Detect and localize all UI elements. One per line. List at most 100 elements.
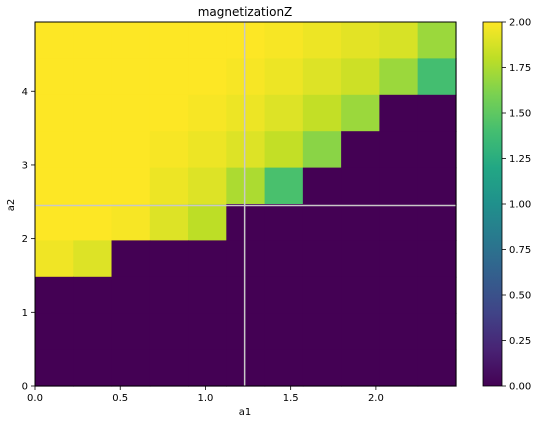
heatmap-cell xyxy=(417,58,457,96)
y-tick-label: 4 xyxy=(22,87,28,98)
heatmap-cell xyxy=(35,204,74,241)
heatmap-cell xyxy=(417,94,457,132)
plot-frame xyxy=(34,21,457,387)
heatmap-cell xyxy=(111,204,151,241)
heatmap-cell xyxy=(302,22,342,59)
y-tick-label: 0 xyxy=(22,382,28,393)
heatmap-cell xyxy=(188,240,227,278)
heatmap-cell xyxy=(188,22,227,59)
heatmap-cell xyxy=(73,313,113,351)
heatmap-cell xyxy=(149,167,189,205)
heatmap-cell xyxy=(226,349,266,387)
y-tick-label: 2 xyxy=(22,234,28,245)
heatmap-cell xyxy=(264,349,304,387)
heatmap-cell xyxy=(379,131,419,169)
heatmap-cell xyxy=(111,240,151,278)
colorbar-ticks: 0.00 0.25 0.50 0.75 1.00 1.25 1.50 1.75 2.00 xyxy=(502,18,531,393)
heatmap-cell xyxy=(111,94,151,132)
heatmap-cell xyxy=(341,313,380,351)
heatmap-cell xyxy=(188,94,227,132)
heatmap-cell xyxy=(35,276,74,314)
heatmap-cell xyxy=(264,22,304,59)
heatmap-cell xyxy=(341,204,380,241)
heatmap-cell xyxy=(35,22,74,59)
heatmap-cell xyxy=(379,240,419,278)
heatmap-cell xyxy=(341,131,380,169)
colorbar-tick-label: 0.75 xyxy=(509,245,531,256)
heatmap-cell xyxy=(226,131,266,169)
heatmap-cell xyxy=(341,167,380,205)
heatmap-cell xyxy=(379,349,419,387)
heatmap-cell xyxy=(226,240,266,278)
heatmap-cell xyxy=(417,313,457,351)
heatmap-cells xyxy=(35,22,457,387)
heatmap-cell xyxy=(341,58,380,96)
heatmap-cell xyxy=(73,94,113,132)
heatmap-cell xyxy=(341,94,380,132)
heatmap-cell xyxy=(226,22,266,59)
crosshair xyxy=(35,22,456,386)
heatmap-cell xyxy=(149,349,189,387)
heatmap-cell xyxy=(149,58,189,96)
heatmap-cell xyxy=(417,22,457,59)
heatmap-cell xyxy=(111,131,151,169)
x-tick-label: 0.0 xyxy=(27,393,43,404)
colorbar-tick-label: 0.00 xyxy=(509,382,531,393)
heatmap-cell xyxy=(264,313,304,351)
heatmap-cell xyxy=(149,276,189,314)
heatmap-cell xyxy=(417,204,457,241)
heatmap-cell xyxy=(226,58,266,96)
colorbar-tick-label: 2.00 xyxy=(509,18,531,29)
y-tick-label: 1 xyxy=(22,308,28,319)
heatmap-cell xyxy=(264,131,304,169)
colorbar-tick-label: 0.50 xyxy=(509,291,531,302)
heatmap-cell xyxy=(341,22,380,59)
heatmap-cell xyxy=(226,313,266,351)
x-tick-label: 0.5 xyxy=(112,393,128,404)
heatmap-cell xyxy=(111,276,151,314)
heatmap-cell xyxy=(264,204,304,241)
heatmap-cell xyxy=(226,167,266,205)
heatmap-cell xyxy=(302,94,342,132)
heatmap-cell xyxy=(35,349,74,387)
heatmap-cell xyxy=(73,22,113,59)
heatmap-cell xyxy=(73,131,113,169)
heatmap-cell xyxy=(379,22,419,59)
heatmap-cell xyxy=(341,240,380,278)
heatmap-cell xyxy=(264,240,304,278)
heatmap-cell xyxy=(73,276,113,314)
heatmap-cell xyxy=(264,276,304,314)
heatmap-cell xyxy=(417,276,457,314)
heatmap-cell xyxy=(379,167,419,205)
heatmap-cell xyxy=(417,240,457,278)
heatmap-cell xyxy=(379,94,419,132)
heatmap-cell xyxy=(341,349,380,387)
heatmap-cell xyxy=(379,276,419,314)
colorbar-tick-label: 1.75 xyxy=(509,63,531,74)
colorbar-tick-label: 1.50 xyxy=(509,109,531,120)
chart-title: magnetizationZ xyxy=(198,5,293,19)
heatmap-cell xyxy=(264,58,304,96)
heatmap-cell xyxy=(149,22,189,59)
heatmap-cell xyxy=(264,167,304,205)
heatmap-cell xyxy=(35,131,74,169)
heatmap-cell xyxy=(379,204,419,241)
heatmap-cell xyxy=(379,313,419,351)
x-axis: 0.0 0.5 1.0 1.5 2.0 xyxy=(27,386,384,404)
heatmap-cell xyxy=(35,94,74,132)
colorbar-tick-label: 1.25 xyxy=(509,154,531,165)
y-axis-label: a2 xyxy=(6,199,17,212)
heatmap-cell xyxy=(417,349,457,387)
heatmap-cell xyxy=(111,58,151,96)
heatmap-cell xyxy=(35,167,74,205)
colorbar-tick-label: 0.25 xyxy=(509,336,531,347)
heatmap-cell xyxy=(417,167,457,205)
heatmap-cell xyxy=(149,204,189,241)
heatmap-cell xyxy=(188,204,227,241)
heatmap-cell xyxy=(149,240,189,278)
heatmap-cell xyxy=(111,167,151,205)
colorbar xyxy=(482,21,503,387)
heatmap-cell xyxy=(188,276,227,314)
x-axis-label: a1 xyxy=(239,407,252,418)
